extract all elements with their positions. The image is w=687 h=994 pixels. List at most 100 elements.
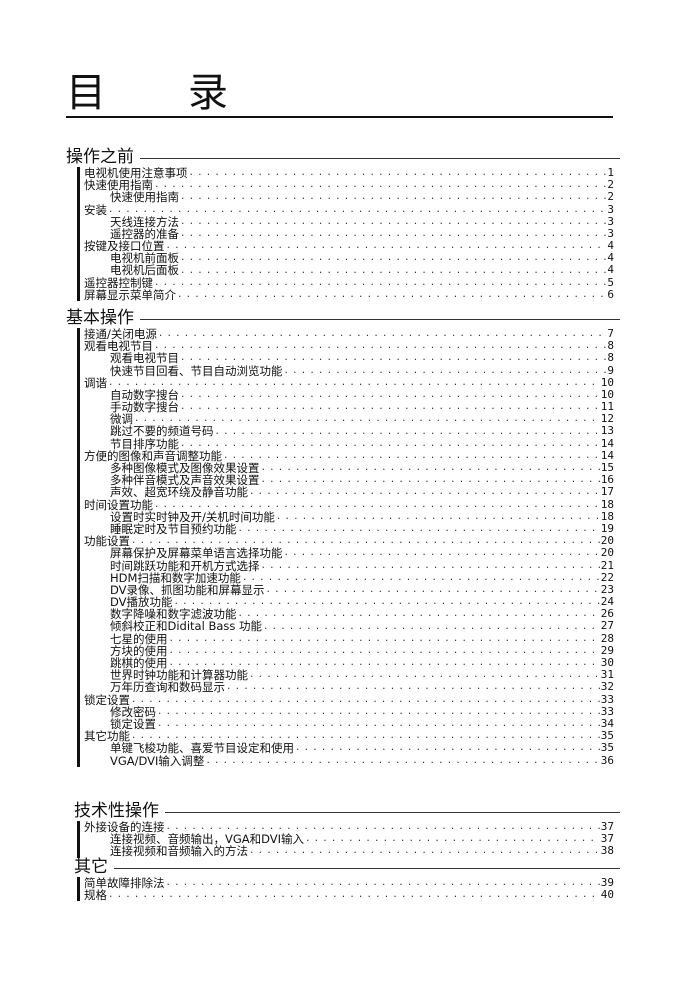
section-heading-rule: [140, 318, 620, 320]
toc-entry[interactable]: 微调......................................…: [84, 413, 614, 426]
toc-entry-label: 万年历查询和数码显示: [110, 680, 225, 695]
toc-entry[interactable]: 外接设备的连接.................................…: [84, 819, 614, 833]
toc-entry[interactable]: 万年历查询和数码显示..............................…: [84, 680, 614, 695]
dot-leader: ........................................…: [180, 402, 600, 413]
toc-entry-page: 22: [600, 570, 614, 584]
toc-entry[interactable]: 倾斜校正和Didital Bass 功能....................…: [84, 620, 614, 633]
dot-leader: ........................................…: [134, 414, 600, 425]
toc-entry-page: 3: [607, 214, 614, 228]
toc-entry[interactable]: 设置时实时钟及开/关机时间功能.........................…: [84, 510, 614, 523]
toc-entry[interactable]: 电视机后面板..................................…: [84, 263, 614, 277]
toc-entry-label: 快速使用指南: [84, 178, 153, 193]
toc-entry[interactable]: 功能设置....................................…: [84, 534, 614, 547]
toc-entry-label: 安装: [84, 202, 107, 217]
toc-entry[interactable]: 时间跳跃功能和开机方式选择...........................…: [84, 559, 614, 572]
toc-entry[interactable]: 修改密码....................................…: [84, 705, 614, 718]
toc-entry-label: 观看电视节目: [110, 351, 179, 366]
title-char-1: 目: [66, 70, 106, 116]
toc-entry[interactable]: 多种图像模式及图像效果设置...........................…: [84, 461, 614, 476]
toc-entry[interactable]: 时间设置功能..................................…: [84, 498, 614, 511]
toc-entry[interactable]: 单键飞梭功能、喜爱节目设定和使用........................…: [84, 741, 614, 756]
toc-entry[interactable]: 跳棋的使用...................................…: [84, 656, 614, 671]
toc-entry-label: 调谐: [84, 375, 107, 390]
toc-entry-label: 多种图像模式及图像效果设置: [110, 461, 260, 476]
toc-entry[interactable]: 接通/关闭电源.................................…: [84, 327, 614, 340]
toc-entry-label: 锁定设置: [84, 692, 130, 707]
toc-entry[interactable]: 遥控器的准备..................................…: [84, 227, 614, 240]
toc-entry-page: 2: [607, 190, 614, 204]
toc-entry[interactable]: 多种伴音模式及声音效果设置...........................…: [84, 474, 614, 487]
dot-leader: ........................................…: [180, 192, 607, 203]
dot-leader: ........................................…: [265, 584, 600, 595]
toc-entry[interactable]: 快速使用指南..................................…: [84, 178, 614, 193]
toc-entry[interactable]: 跳过不要的频道号码...............................…: [84, 425, 614, 438]
toc-entry[interactable]: 天线连接方法..................................…: [84, 214, 614, 228]
toc-entry[interactable]: 声效、超宽环绕及静音功能............................…: [84, 486, 614, 499]
toc-entry[interactable]: 屏幕显示菜单简介................................…: [84, 288, 614, 301]
toc-entry-page: 35: [600, 729, 614, 743]
toc-entry[interactable]: 屏幕保护及屏幕菜单语言选择功能.........................…: [84, 547, 614, 560]
toc-entry[interactable]: VGA/DVI输入调整.............................…: [84, 754, 614, 767]
toc-entry[interactable]: HDM扫描和数字加速功能............................…: [84, 570, 614, 584]
toc-entry-page: 37: [600, 819, 614, 833]
dot-leader: ........................................…: [205, 755, 599, 766]
toc-entry[interactable]: DV播放功能..................................…: [84, 595, 614, 608]
toc-entry[interactable]: 自动数字搜台..................................…: [84, 387, 614, 401]
section-heading-rule: [140, 157, 620, 159]
toc-entry-label: 方块的使用: [110, 643, 168, 658]
toc-entry-label: 手动数字搜台: [110, 400, 179, 415]
toc-entry[interactable]: 连接视频、音频输出，VGA和DVI输入.....................…: [84, 832, 614, 845]
toc-entry[interactable]: 规格......................................…: [84, 888, 614, 902]
toc-entry[interactable]: 调谐......................................…: [84, 375, 614, 390]
toc-entry-list: 简单故障排除法.................................…: [77, 875, 620, 902]
toc-entry[interactable]: 数字降噪和数字滤波功能.............................…: [84, 608, 614, 621]
toc-entry[interactable]: 世界时钟功能和计算器功能............................…: [84, 668, 614, 682]
dot-leader: ........................................…: [154, 341, 606, 352]
toc-entry-label: 观看电视节目: [84, 339, 153, 354]
toc-entry[interactable]: 电视机使用注意事项...............................…: [84, 166, 614, 179]
toc-entry[interactable]: 手动数字搜台..................................…: [84, 400, 614, 415]
toc-entry[interactable]: 按键及接口位置.................................…: [84, 239, 614, 253]
toc-entry[interactable]: 连接视频和音频输入的方法............................…: [84, 844, 614, 858]
toc-entry[interactable]: 其它功能....................................…: [84, 729, 614, 743]
toc-entry[interactable]: 快速使用指南..................................…: [84, 190, 614, 204]
section-heading-rule: [165, 811, 620, 813]
dot-leader: ........................................…: [260, 560, 600, 571]
toc-entry-label: 简单故障排除法: [84, 875, 165, 890]
toc-entry[interactable]: DV录像、抓图功能和屏幕显示..........................…: [84, 583, 614, 596]
toc-entry-page: 38: [600, 844, 614, 858]
toc-entry[interactable]: 观看电视节目..................................…: [84, 351, 614, 366]
dot-leader: ........................................…: [165, 241, 607, 252]
dot-leader: ........................................…: [180, 353, 607, 364]
toc-entry-list: 接通/关闭电源.................................…: [77, 327, 620, 767]
dot-leader: ........................................…: [157, 706, 600, 717]
toc-entry-page: 11: [600, 400, 614, 414]
dot-leader: ........................................…: [173, 597, 600, 608]
toc-entry[interactable]: 锁定设置....................................…: [84, 717, 614, 730]
dot-leader: ........................................…: [188, 168, 607, 178]
toc-entry[interactable]: 安装......................................…: [84, 202, 614, 217]
toc-entry-label: 电视机前面板: [110, 251, 179, 266]
toc-entry[interactable]: 观看电视节目..................................…: [84, 339, 614, 354]
toc-entry[interactable]: 睡眠定时及节目预约功能.............................…: [84, 522, 614, 535]
toc-entry[interactable]: 简单故障排除法.................................…: [84, 875, 614, 890]
toc-entry-label: 单键飞梭功能、喜爱节目设定和使用: [110, 741, 294, 756]
toc-entry[interactable]: 七星的使用...................................…: [84, 632, 614, 645]
toc-entry-page: 30: [600, 656, 614, 670]
toc-entry-page: 31: [600, 668, 614, 682]
toc-entry[interactable]: 遥控器控制键..................................…: [84, 276, 614, 289]
toc-entry-label: 跳棋的使用: [110, 656, 168, 671]
toc-entry[interactable]: 电视机前面板..................................…: [84, 251, 614, 266]
toc-entry-page: 10: [600, 387, 614, 401]
toc-entry[interactable]: 节目排序功能..................................…: [84, 436, 614, 451]
toc-entry[interactable]: 方便的图像和声音调整功能............................…: [84, 449, 614, 462]
toc-entry[interactable]: 快速节目回看、节目自动浏览功能.........................…: [84, 364, 614, 377]
toc-entry-page: 4: [607, 239, 614, 253]
toc-entry[interactable]: 锁定设置....................................…: [84, 692, 614, 707]
dot-leader: ........................................…: [249, 670, 600, 681]
toc-entry-page: 4: [607, 263, 614, 277]
toc-entry-label: 节目排序功能: [110, 436, 179, 451]
toc-entry-page: 40: [600, 888, 614, 902]
toc-entry[interactable]: 方块的使用...................................…: [84, 643, 614, 658]
dot-leader: ........................................…: [108, 204, 606, 215]
